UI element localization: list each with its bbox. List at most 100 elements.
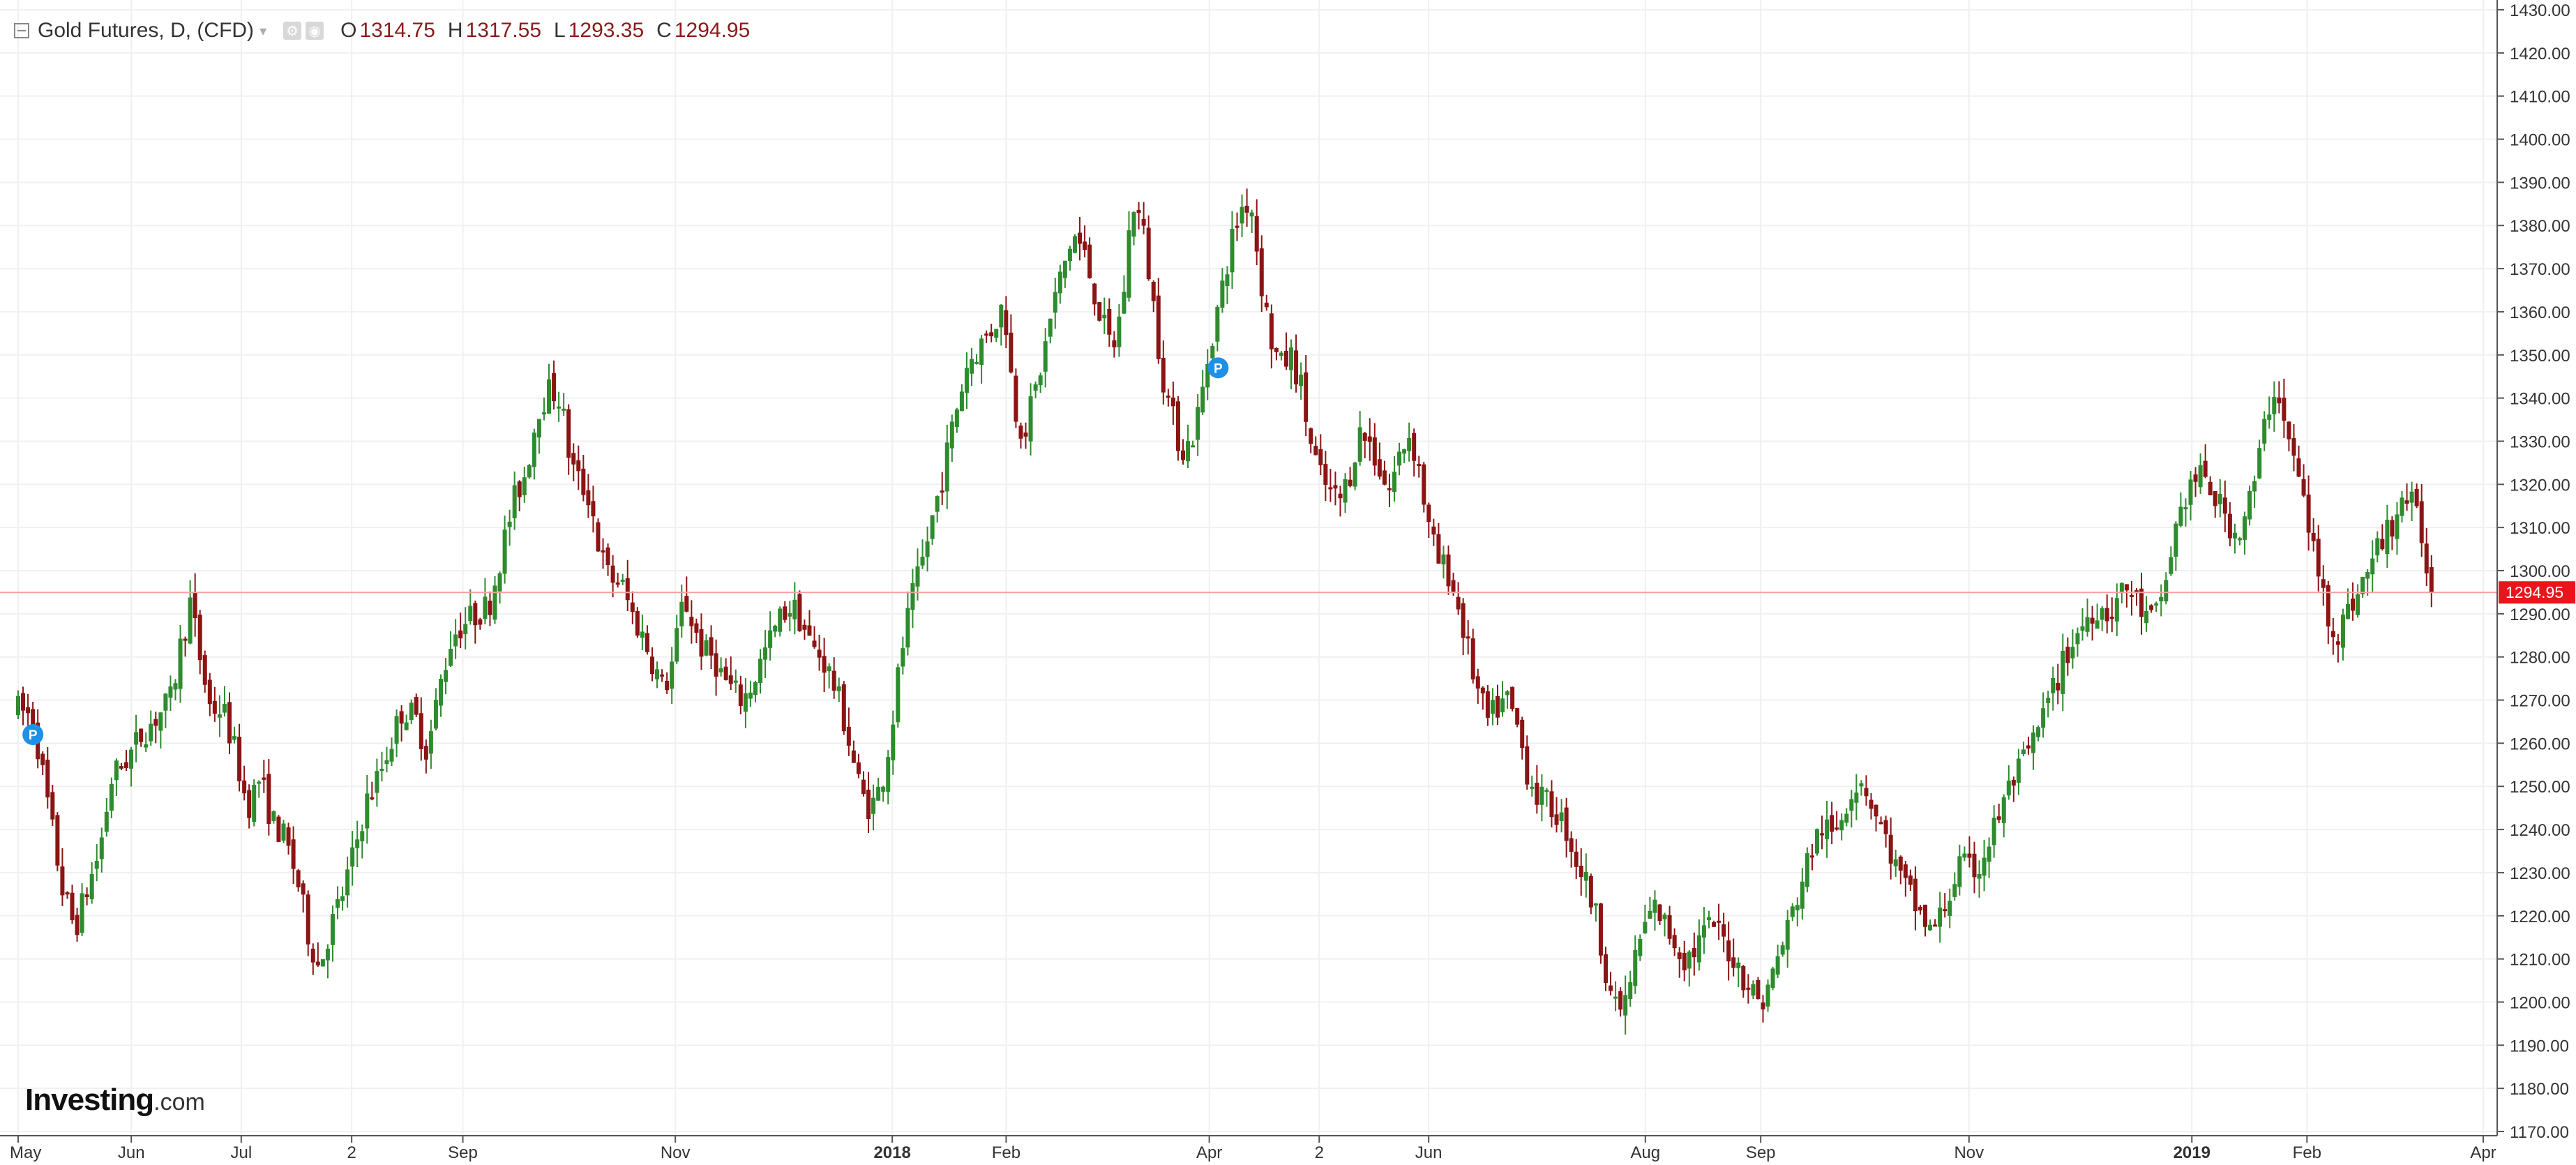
- candle: [1652, 890, 1657, 931]
- candle: [1515, 707, 1520, 728]
- candle: [2390, 516, 2395, 550]
- candle-body: [802, 624, 807, 630]
- candle-body: [375, 771, 379, 793]
- event-marker[interactable]: P: [1207, 357, 1229, 379]
- candle: [2046, 691, 2051, 718]
- x-tick-label: Jun: [118, 1143, 145, 1162]
- candle-body: [483, 596, 488, 619]
- candle: [1923, 904, 1928, 937]
- candle: [409, 699, 414, 724]
- candle: [660, 669, 665, 682]
- candle: [50, 785, 55, 826]
- candle-body: [714, 653, 718, 677]
- candle-body: [1441, 554, 1446, 565]
- candle: [1480, 686, 1485, 710]
- settings-icon[interactable]: ⚙: [283, 22, 302, 40]
- candle: [773, 624, 778, 638]
- candle-body: [2360, 577, 2365, 594]
- candle-body: [2016, 758, 2021, 783]
- candle: [306, 890, 310, 956]
- caret-down-icon[interactable]: ▾: [259, 23, 267, 39]
- x-tick-label: Sep: [448, 1143, 478, 1162]
- candle: [1535, 765, 1539, 814]
- candle: [1220, 268, 1225, 313]
- candle: [591, 486, 596, 533]
- candle: [1775, 945, 1780, 978]
- candle-body: [419, 713, 423, 749]
- candle: [286, 822, 291, 855]
- candle-body: [1210, 346, 1215, 359]
- candle-body: [1461, 603, 1466, 638]
- candle: [1407, 422, 1412, 462]
- candle-body: [2149, 605, 2154, 610]
- candle: [994, 329, 999, 343]
- event-marker[interactable]: P: [22, 724, 44, 746]
- plot-area[interactable]: [0, 0, 2497, 1136]
- candle-body: [1825, 819, 1830, 840]
- candle-body: [2311, 532, 2316, 541]
- candle-body: [532, 433, 536, 467]
- candle-body: [822, 656, 827, 673]
- candle-body: [1122, 292, 1127, 314]
- candle: [99, 827, 104, 873]
- candle-body: [979, 338, 984, 366]
- y-axis[interactable]: 1170.00 1180.00 1190.00 1200.00 1210.00 1220.…: [2497, 1, 2570, 1142]
- candle-body: [576, 460, 581, 472]
- candle-body: [1701, 925, 1706, 938]
- candle: [1057, 264, 1062, 304]
- candle: [1313, 436, 1318, 456]
- candle: [1048, 318, 1053, 344]
- candle: [1004, 296, 1009, 349]
- candle-body: [1333, 485, 1338, 489]
- event-marker-label: P: [1214, 361, 1223, 376]
- candle-body: [1156, 295, 1161, 359]
- candle-body: [45, 759, 50, 798]
- candle: [350, 831, 355, 886]
- candle: [2178, 492, 2183, 527]
- candle-body: [286, 827, 291, 846]
- candle: [1136, 202, 1141, 230]
- candle-body: [2001, 797, 2006, 823]
- x-axis[interactable]: May Jun Jul 2 Sep Nov 2018 Feb Apr 2 Jun Aug Sep Nov 2…: [10, 1136, 2496, 1162]
- candle: [684, 576, 689, 612]
- candle-body: [1977, 873, 1982, 879]
- candle: [1800, 868, 1805, 920]
- candle: [1274, 347, 1279, 361]
- candle-body: [237, 737, 242, 781]
- candle: [1839, 813, 1844, 841]
- candle-body: [2070, 647, 2075, 659]
- candle: [935, 495, 940, 523]
- candle-body: [1112, 340, 1117, 347]
- eye-icon[interactable]: ◉: [306, 22, 324, 40]
- candle: [1146, 215, 1151, 281]
- candle-body: [2139, 588, 2144, 617]
- candle-body: [2095, 620, 2100, 629]
- candle: [325, 944, 330, 979]
- event-marker-circle[interactable]: [22, 724, 44, 746]
- candle: [497, 571, 502, 604]
- collapse-icon[interactable]: [14, 23, 29, 38]
- candle: [1053, 278, 1057, 329]
- candle-body: [1835, 827, 1839, 830]
- candle-body: [2119, 582, 2124, 592]
- candle-body: [635, 610, 640, 636]
- x-tick-label: 2018: [873, 1143, 910, 1162]
- event-marker-circle[interactable]: [1207, 357, 1229, 379]
- candle: [1790, 903, 1795, 922]
- x-tick-label: Apr: [2470, 1143, 2496, 1162]
- candle-body: [2046, 698, 2051, 703]
- candle: [1805, 847, 1809, 893]
- candle: [753, 680, 758, 702]
- symbol-title[interactable]: Gold Futures, D, (CFD): [38, 19, 255, 42]
- candle-body: [1097, 302, 1102, 321]
- candle: [444, 658, 449, 695]
- candle: [2217, 479, 2222, 518]
- candle-body: [2370, 558, 2375, 575]
- candle-body: [1367, 436, 1372, 442]
- candle: [1859, 780, 1864, 796]
- candle: [2026, 736, 2031, 755]
- y-tick-label: 1180.00: [2510, 1080, 2569, 1099]
- candle-body: [1554, 814, 1559, 825]
